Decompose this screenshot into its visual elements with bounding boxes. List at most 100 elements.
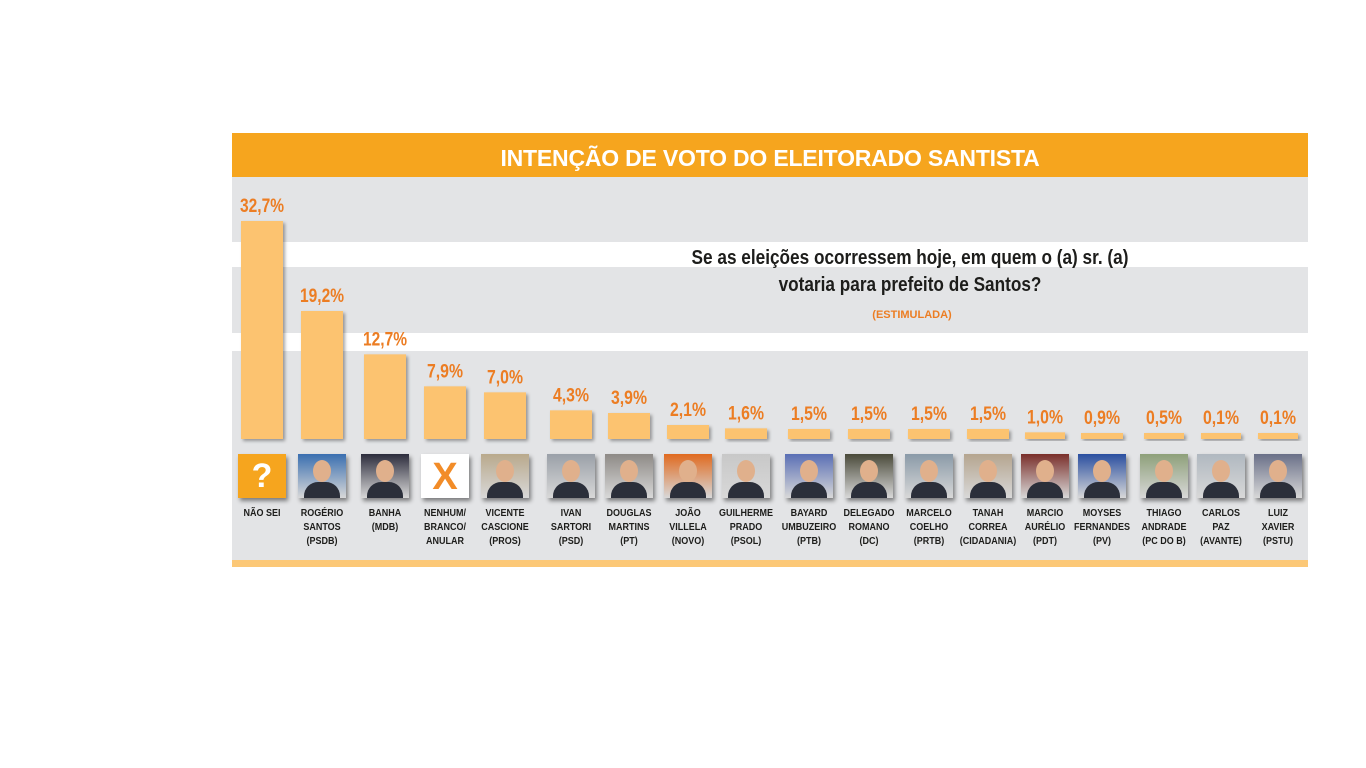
- candidate-label-line: CORREA: [968, 522, 1008, 533]
- candidate-label-line: (MDB): [371, 522, 399, 533]
- candidate-label-line: DELEGADO: [843, 508, 895, 519]
- background-stripe: [232, 333, 1308, 351]
- candidate-label-line: MOYSES: [1082, 508, 1122, 519]
- bar: [908, 429, 950, 439]
- survey-note: (ESTIMULADA): [872, 309, 952, 321]
- chart-title: INTENÇÃO DE VOTO DO ELEITORADO SANTISTA: [232, 133, 1308, 177]
- bottom-accent-line: [232, 560, 1308, 567]
- bar: [1144, 433, 1184, 439]
- candidate-label-line: XAVIER: [1261, 522, 1295, 533]
- candidate-label-line: MARCELO: [906, 508, 952, 519]
- bar: [1081, 433, 1123, 439]
- bar: [1201, 433, 1241, 439]
- candidate-label-line: UMBUZEIRO: [781, 522, 837, 533]
- candidate-label-line: CASCIONE: [481, 522, 529, 533]
- bar-value-label: 1,5%: [911, 404, 947, 425]
- bar-value-label: 2,1%: [670, 400, 706, 421]
- candidate-label: MOYSES FERNANDES (PV): [1071, 507, 1134, 549]
- candidate-label: ROGÉRIO SANTOS (PSDB): [291, 507, 354, 549]
- candidate-label-line: (NOVO): [671, 536, 705, 547]
- bar-value-label: 12,7%: [363, 329, 407, 350]
- candidate-label: TANAH CORREA (CIDADANIA): [957, 507, 1020, 549]
- bar: [424, 386, 466, 439]
- candidate-photo: [605, 454, 653, 498]
- candidate-label-line: MARTINS: [608, 522, 650, 533]
- candidate-label-line: (DC): [859, 536, 879, 547]
- bar-value-label: 19,2%: [300, 286, 344, 307]
- candidate-label-line: (PC DO B): [1142, 536, 1186, 547]
- candidate-label: MARCIO AURÉLIO (PDT): [1014, 507, 1077, 549]
- candidate-label-line: DOUGLAS: [606, 508, 652, 519]
- candidate-label: THIAGO ANDRADE (PC DO B): [1133, 507, 1196, 549]
- candidate-photo: [1197, 454, 1245, 498]
- candidate-label-line: ROMANO: [848, 522, 890, 533]
- candidate-label-line: (PT): [620, 536, 638, 547]
- candidate-photo: [298, 454, 346, 498]
- candidate-label-line: COELHO: [909, 522, 949, 533]
- bar: [241, 221, 283, 439]
- candidate-photo: [481, 454, 529, 498]
- candidate-label-line: (PROS): [489, 536, 521, 547]
- bar: [1025, 432, 1065, 439]
- candidate-label-line: JOÃO: [675, 508, 701, 519]
- candidate-label-line: SANTOS: [303, 522, 341, 533]
- candidate-label-line: MARCIO: [1026, 508, 1064, 519]
- bar-value-label: 1,5%: [851, 404, 887, 425]
- candidate-label: NENHUM/BRANCO/ANULAR: [414, 507, 477, 549]
- candidate-photo: [664, 454, 712, 498]
- candidate-label-line: (PSOL): [730, 536, 762, 547]
- candidate-label-line: BRANCO/: [423, 522, 466, 533]
- bar: [848, 429, 890, 439]
- candidate-photo: [1254, 454, 1302, 498]
- chart-panel: INTENÇÃO DE VOTO DO ELEITORADO SANTISTA …: [232, 133, 1308, 567]
- candidate-label-line: (PTB): [796, 536, 821, 547]
- candidate-label-line: (PRTB): [913, 536, 945, 547]
- bar: [364, 354, 406, 439]
- candidate-label-line: BAYARD: [790, 508, 828, 519]
- candidate-photo: [964, 454, 1012, 498]
- candidate-label: DOUGLAS MARTINS (PT): [598, 507, 661, 549]
- bar-value-label: 7,0%: [487, 367, 523, 388]
- candidate-label-line: (PV): [1093, 536, 1111, 547]
- candidate-photo: [547, 454, 595, 498]
- candidate-label-line: VILLELA: [669, 522, 707, 533]
- candidate-label-line: SARTORI: [550, 522, 592, 533]
- candidate-label-line: NENHUM/: [423, 508, 466, 519]
- candidate-label: DELEGADO ROMANO (DC): [838, 507, 901, 549]
- candidate-label: VICENTE CASCIONE (PROS): [474, 507, 537, 549]
- bar-value-label: 4,3%: [553, 385, 589, 406]
- candidate-label-line: BANHA: [368, 508, 402, 519]
- candidate-label-line: (AVANTE): [1200, 536, 1242, 547]
- bar-value-label: 32,7%: [240, 196, 284, 217]
- bar-value-label: 7,9%: [427, 361, 463, 382]
- candidate-label-line: PRADO: [729, 522, 763, 533]
- bar: [608, 413, 650, 439]
- candidate-label: BAYARD UMBUZEIRO (PTB): [778, 507, 841, 549]
- bar-value-label: 0,5%: [1146, 408, 1182, 429]
- background-stripe: [232, 242, 1308, 267]
- candidate-label-line: NÃO SEI: [243, 508, 281, 519]
- candidate-label: JOÃO VILLELA (NOVO): [657, 507, 720, 549]
- candidate-label: GUILHERME PRADO (PSOL): [715, 507, 778, 549]
- bar-value-label: 0,9%: [1084, 408, 1120, 429]
- candidate-photo: [722, 454, 770, 498]
- candidate-label-line: ANULAR: [426, 536, 464, 547]
- candidate-photo: [845, 454, 893, 498]
- bar: [725, 428, 767, 439]
- candidate-label-line: FERNANDES: [1073, 522, 1130, 533]
- x-mark-icon: X: [421, 454, 469, 498]
- candidate-label: LUIZ XAVIER (PSTU): [1247, 507, 1310, 549]
- bar: [967, 429, 1009, 439]
- candidate-label: IVAN SARTORI (PSD): [540, 507, 603, 549]
- bar: [1258, 433, 1298, 439]
- question-mark-icon: ?: [238, 454, 286, 498]
- bar: [301, 311, 343, 439]
- candidate-label: CARLOS PAZ (AVANTE): [1190, 507, 1253, 549]
- bar: [550, 410, 592, 439]
- bar-value-label: 0,1%: [1203, 408, 1239, 429]
- bar-value-label: 1,5%: [970, 404, 1006, 425]
- bar-value-label: 3,9%: [611, 388, 647, 409]
- candidate-label-line: (PDT): [1032, 536, 1057, 547]
- candidate-label-line: GUILHERME: [719, 508, 773, 519]
- candidate-label-line: ROGÉRIO: [300, 508, 344, 519]
